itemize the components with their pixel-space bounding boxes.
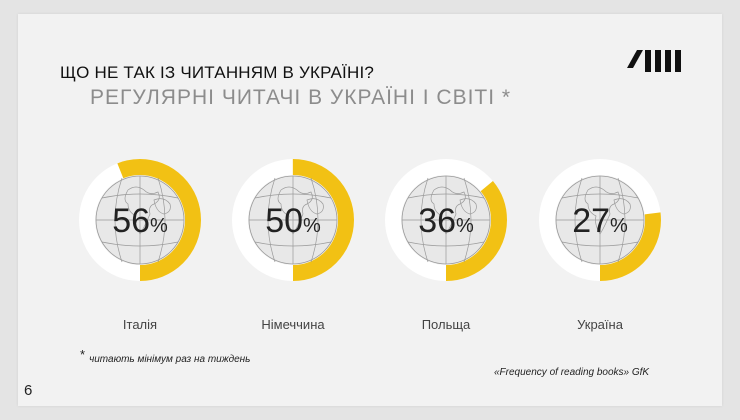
footnote-text: читають мінімум раз на тиждень	[89, 354, 251, 365]
page-number: 6	[24, 382, 33, 399]
donut-value-label: 56%	[112, 202, 168, 240]
globe-line	[430, 186, 466, 235]
globe-line	[310, 177, 319, 263]
globe-line	[420, 177, 429, 263]
donut-value-arc	[79, 159, 201, 281]
globe-icon	[555, 175, 645, 265]
globe-line	[584, 186, 620, 235]
globe-icon	[248, 175, 338, 265]
donut-value-number: 36	[418, 202, 456, 240]
donut-2: 50% Німеччина	[232, 159, 354, 332]
globe-line	[277, 186, 313, 235]
globe-line	[124, 186, 160, 235]
donut-value-unit: %	[303, 215, 321, 237]
donut-value-arc	[539, 159, 661, 281]
footnote-marker: *	[80, 347, 86, 362]
globe-line	[157, 177, 166, 263]
globe-icon	[95, 175, 185, 265]
donut-category-label: Німеччина	[261, 317, 325, 332]
donut-value-number: 56	[112, 202, 150, 240]
donut-category-label: Україна	[577, 317, 624, 332]
footnote: * читають мінімум раз на тиждень	[80, 347, 251, 365]
donut-1: 56% Італія	[79, 159, 201, 332]
globe-line	[114, 177, 123, 263]
brand-logo-icon	[627, 50, 681, 72]
globe-line	[306, 198, 324, 215]
donut-value-arc	[232, 159, 354, 281]
globe-line	[574, 177, 583, 263]
source-note: «Frequency of reading books» GfK	[494, 367, 650, 378]
slide-title: ЩО НЕ ТАК ІЗ ЧИТАННЯМ В УКРАЇНІ?	[60, 63, 375, 82]
donut-4: 27% Україна	[539, 159, 661, 332]
slide-subtitle: РЕГУЛЯРНІ ЧИТАЧІ В УКРАЇНІ І СВІТІ *	[90, 86, 512, 109]
globe-line	[617, 177, 626, 263]
globe-icon	[401, 175, 491, 265]
donut-value-label: 27%	[572, 202, 628, 240]
donut-value-number: 50	[265, 202, 303, 240]
donut-3: 36% Польща	[385, 159, 507, 332]
donut-value-unit: %	[610, 215, 628, 237]
donut-category-label: Польща	[422, 317, 471, 332]
donut-value-arc	[385, 159, 507, 281]
donut-value-label: 36%	[418, 202, 474, 240]
donut-value-number: 27	[572, 202, 610, 240]
globe-line	[463, 177, 472, 263]
globe-line	[267, 177, 276, 263]
donut-value-label: 50%	[265, 202, 321, 240]
globe-line	[613, 198, 631, 215]
globe-line	[459, 198, 477, 215]
donut-category-label: Італія	[123, 317, 157, 332]
donut-value-unit: %	[150, 215, 168, 237]
donut-value-unit: %	[456, 215, 474, 237]
globe-line	[153, 198, 171, 215]
